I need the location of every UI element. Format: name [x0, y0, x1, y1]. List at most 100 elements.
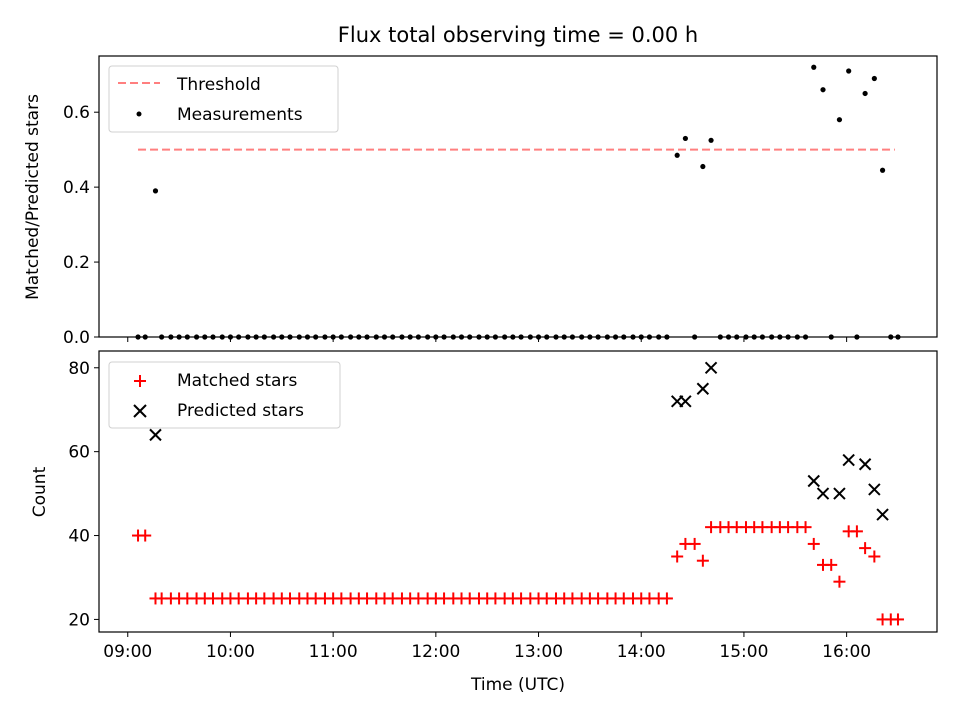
measurement-point: [270, 334, 277, 340]
y-tick-label: 40: [68, 527, 90, 547]
top-legend-box: [108, 65, 339, 133]
measurement-point: [888, 334, 894, 340]
matched-star-point: [660, 592, 673, 605]
x-axis-label: Time (UTC): [470, 675, 565, 695]
measurement-point: [518, 334, 524, 340]
predicted-star-point: [149, 428, 162, 442]
measurement-point: [390, 334, 396, 340]
bottom-legend-box: [108, 361, 341, 429]
measurement-point: [458, 334, 465, 340]
measurement-point: [785, 334, 791, 340]
top-plot-frame: [98, 55, 938, 338]
x-tick-label: 16:00: [822, 642, 871, 662]
measurement-point: [612, 334, 619, 340]
matched-star-point: [850, 525, 863, 538]
measurement-point: [492, 334, 499, 340]
chart-title: Flux total observing time = 0.00 h: [338, 23, 698, 47]
measurement-point: [304, 334, 311, 340]
matched-star-point: [833, 575, 846, 588]
measurement-point: [415, 334, 421, 340]
measurement-point: [338, 334, 344, 340]
matched-star-point: [696, 554, 709, 567]
measurement-point: [407, 334, 413, 340]
measurement-point: [510, 334, 516, 340]
measurement-point: [476, 334, 482, 340]
measurement-point: [561, 334, 567, 340]
predicted-star-point: [816, 487, 830, 500]
measurement-point: [802, 334, 809, 340]
legend-predicted-swatch: [133, 404, 147, 418]
measurement-point: [553, 334, 559, 340]
y-tick-label: 0.6: [63, 103, 90, 123]
matched-star-point: [891, 613, 904, 626]
matched-star-point: [807, 537, 820, 550]
predicted-star-point: [858, 458, 872, 471]
measurement-point: [330, 334, 336, 340]
measurement-point: [135, 334, 141, 340]
measurement-point: [441, 334, 447, 340]
legend-predicted-label: Predicted stars: [177, 401, 304, 421]
matched-star-point: [868, 550, 881, 563]
bottom-legend: Matched stars Predicted stars: [108, 361, 341, 429]
predicted-star-point: [842, 453, 855, 467]
measurement-point: [664, 334, 670, 340]
y-tick-label: 0.2: [63, 253, 90, 273]
x-tick-label: 15:00: [719, 642, 768, 662]
measurement-point: [184, 334, 190, 340]
measurement-point: [656, 334, 662, 340]
predicted-star-point: [704, 361, 718, 374]
y-tick-label: 0.4: [63, 178, 90, 198]
measurement-point: [261, 334, 267, 340]
measurement-point: [836, 117, 843, 123]
measurement-point: [527, 334, 533, 340]
x-tick-label: 12:00: [411, 642, 460, 662]
measurement-point: [682, 135, 688, 142]
measurement-point: [871, 75, 877, 82]
y-tick-label: 60: [68, 443, 90, 463]
top-y-axis-label: Matched/Predicted stars: [23, 94, 43, 300]
matched-star-point: [688, 537, 701, 550]
measurement-point: [879, 167, 886, 173]
measurement-point: [692, 334, 698, 340]
matched-star-point: [799, 521, 812, 534]
y-tick-label: 20: [68, 610, 90, 630]
x-tick-label: 09:00: [103, 642, 152, 662]
measurement-point: [202, 334, 208, 340]
measurement-point: [236, 334, 242, 340]
measurement-point: [828, 334, 834, 340]
measurement-point: [751, 334, 757, 340]
measurement-point: [210, 334, 216, 340]
matched-star-point: [671, 550, 684, 563]
measurement-point: [854, 334, 860, 340]
flux-ratio-panel: 0.0 0.2 0.4 0.6 Matched/Predicted stars Thr…: [23, 55, 938, 348]
measurement-point: [168, 334, 174, 340]
measurement-point: [356, 334, 362, 340]
measurement-point: [743, 334, 749, 340]
measurement-point: [502, 334, 508, 340]
measurement-point: [296, 334, 302, 340]
measurement-point: [152, 188, 159, 194]
measurement-point: [159, 334, 165, 340]
y-tick-label: 80: [68, 359, 90, 379]
measurement-point: [193, 334, 200, 340]
x-tick-label: 13:00: [514, 642, 563, 662]
measurement-point: [364, 334, 370, 340]
measurement-point: [450, 334, 456, 340]
measurement-point: [895, 334, 901, 340]
legend-measurements-swatch: [136, 111, 142, 117]
measurement-point: [674, 152, 680, 158]
bottom-plot-frame: [98, 350, 938, 633]
matched-star-point: [825, 558, 838, 571]
predicted-star-point: [876, 508, 889, 521]
x-tick-label: 10:00: [206, 642, 255, 662]
x-tick-label: 11:00: [309, 642, 358, 662]
predicted-star-point: [833, 487, 846, 500]
matched-star-point: [139, 529, 152, 542]
measurement-point: [777, 334, 783, 340]
measurement-point: [725, 334, 732, 340]
measurement-point: [769, 334, 775, 340]
measurement-point: [587, 334, 593, 340]
matched-star-point: [859, 542, 872, 555]
measurement-point: [245, 334, 251, 340]
measurement-point: [467, 334, 473, 340]
